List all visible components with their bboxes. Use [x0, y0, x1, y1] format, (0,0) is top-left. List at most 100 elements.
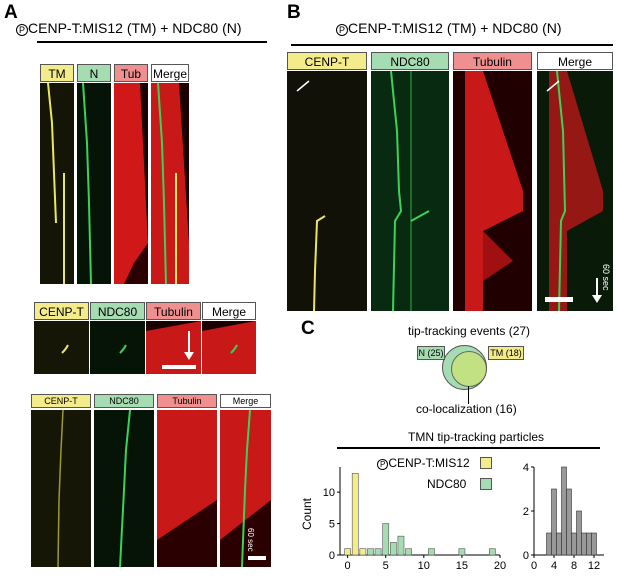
panel-a-title-rule: [37, 41, 267, 43]
a-row2-arrowhead-icon: [184, 352, 194, 360]
hist-right-bar: [571, 532, 577, 556]
hist-right-bar: [566, 488, 572, 556]
hist-left-bar: [374, 548, 382, 556]
a-row3-label-merge: Merge: [220, 394, 271, 408]
hist-right-bar: [556, 532, 562, 556]
panel-b-title-rule: [291, 44, 613, 46]
phospho-symbol: P: [336, 24, 349, 36]
a-row3-label-cenpt: CENP-T: [31, 394, 91, 408]
hist-title: TMN tip-tracking particles: [408, 430, 545, 444]
hist-right-bar: [546, 532, 552, 556]
b-kymo-ndc80: [371, 71, 449, 311]
venn-label-tm: TM (18): [488, 346, 524, 360]
panel-a-letter: A: [4, 2, 18, 23]
hist-left: 0 5 10 15 20 0 5 10: [318, 455, 508, 575]
a-row2-kymo-ndc80: [90, 321, 145, 374]
a-row3-kymo-cenpt: [31, 410, 91, 567]
hist-left-x-tick-label: 15: [456, 560, 468, 572]
a-row2-label-tubulin: Tubulin: [146, 302, 201, 320]
hist-left-bar: [367, 548, 374, 556]
b-label-ndc80: NDC80: [371, 52, 449, 70]
hist-left-bar: [351, 472, 359, 556]
hist-right: 0 4 8 12 0 2 4: [512, 455, 612, 575]
phospho-symbol: P: [377, 459, 389, 470]
venn-pointer-line: [468, 386, 469, 404]
a-row2-label-ndc80: NDC80: [90, 302, 145, 320]
hist-right-y-tick-label: 4: [523, 462, 529, 474]
a-row1-label-merge: Merge: [151, 64, 189, 82]
hist-right-bar: [581, 532, 587, 556]
venn-label-n: N (25): [417, 346, 445, 360]
a-row3-kymo-tubulin: [157, 410, 217, 567]
legend-ndc80: NDC80: [427, 477, 467, 491]
a-row3-label-tubulin: Tubulin: [157, 394, 217, 408]
a-row3-scale-bar: [248, 556, 266, 560]
b-arrowhead-icon: [592, 295, 602, 303]
panel-a-title: P CENP-T:MIS12 (TM) + NDC80 (N): [16, 20, 242, 36]
a-row1-label-tm: TM: [40, 64, 74, 82]
hist-right-y-tick-label: 2: [523, 506, 529, 518]
hist-left-bar: [397, 535, 405, 556]
hist-left-y-tick-label: 10: [323, 487, 335, 499]
hist-right-bar: [561, 466, 567, 556]
legend-cenpt-swatch: [480, 457, 492, 469]
b-kymo-cenpt: [287, 71, 367, 311]
hist-right-x-tick-label: 4: [551, 560, 557, 572]
b-kymo-tubulin: [453, 71, 532, 311]
a-row2-kymo-cenpt: [34, 321, 89, 374]
a-row2-scale-bar: [162, 365, 196, 369]
hist-ylabel: Count: [300, 497, 314, 530]
a-row2-label-merge: Merge: [202, 302, 256, 320]
a-row1-kymo-tm: [40, 83, 74, 284]
hist-left-y-tick-label: 5: [329, 519, 335, 531]
hist-left-bar: [382, 523, 390, 556]
b-label-cenpt: CENP-T: [287, 52, 367, 70]
hist-right-x-tick-label: 8: [571, 560, 577, 572]
hist-left-bar: [428, 548, 435, 556]
hist-right-y-tick-label: 0: [523, 550, 529, 562]
hist-left-y-tick-label: 0: [329, 550, 335, 562]
panel-a-title-text: CENP-T:MIS12 (TM) + NDC80 (N): [28, 20, 242, 36]
a-row3-time-label: 60 sec: [246, 528, 255, 552]
hist-left-bar: [344, 548, 351, 556]
hist-left-bar: [389, 542, 397, 556]
hist-left-bar: [458, 548, 466, 556]
hist-left-x-tick-label: 5: [383, 560, 389, 572]
a-row1-kymo-tub: [114, 83, 148, 284]
panel-b-title-text: CENP-T:MIS12 (TM) + NDC80 (N): [348, 20, 562, 36]
b-scale-bar: [545, 297, 573, 302]
hist-left-x-tick-label: 20: [494, 560, 506, 572]
a-row1-label-n: N: [77, 64, 111, 82]
hist-right-bar: [591, 532, 597, 556]
venn-circle-tm: [451, 351, 487, 387]
a-row1-kymo-n: [77, 83, 111, 284]
hist-left-bar: [489, 548, 496, 556]
panel-b-title: P CENP-T:MIS12 (TM) + NDC80 (N): [336, 20, 562, 36]
panel-c-letter: C: [301, 318, 315, 339]
panel-b-letter: B: [287, 2, 301, 23]
hist-left-x-tick-label: 10: [418, 560, 430, 572]
a-row3-kymo-ndc80: [94, 410, 154, 567]
hist-right-svg: 0 4 8 12 0 2 4: [523, 462, 604, 572]
a-row2-label-cenpt: CENP-T: [34, 302, 89, 320]
hist-left-x-tick-label: 0: [345, 560, 351, 572]
hist-title-rule: [337, 447, 600, 449]
hist-right-x-tick-label: 0: [531, 560, 537, 572]
b-label-merge: Merge: [537, 52, 613, 70]
b-kymo-merge: [537, 71, 613, 311]
legend-cenpt-text: CENP-T:MIS12: [388, 456, 470, 470]
hist-right-bar: [576, 510, 582, 556]
b-label-tubulin: Tubulin: [453, 52, 532, 70]
hist-right-x-tick-label: 12: [588, 560, 600, 572]
hist-left-bar: [405, 548, 412, 556]
a-row2-time-arrow: [188, 331, 190, 355]
phospho-symbol: P: [16, 24, 29, 36]
a-row3-label-ndc80: NDC80: [94, 394, 154, 408]
a-row1-label-tub: Tub: [114, 64, 148, 82]
legend-ndc80-swatch: [480, 478, 492, 490]
a-row1-kymo-merge: [151, 83, 189, 284]
a-row3-kymo-merge: [220, 410, 271, 567]
a-row2-kymo-merge: [202, 321, 256, 374]
hist-left-bar: [359, 548, 367, 556]
venn-colocalization-label: co-localization (16): [416, 402, 517, 416]
